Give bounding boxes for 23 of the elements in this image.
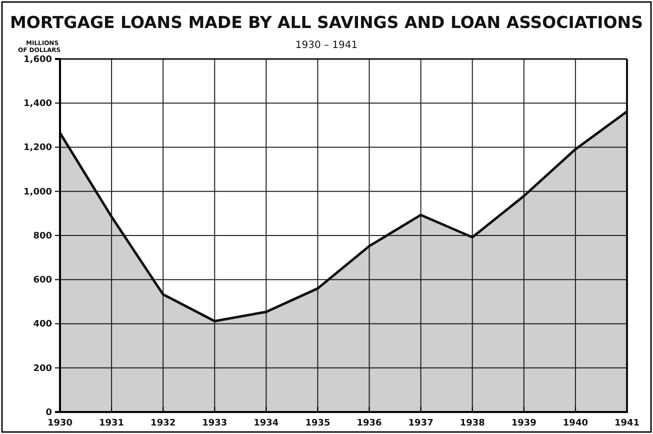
y-tick-label: 1,000	[24, 187, 52, 198]
x-tick-label: 1935	[305, 418, 330, 428]
x-tick-label: 1931	[99, 418, 124, 428]
x-tick-label: 1933	[202, 418, 228, 428]
y-tick-label: 200	[33, 364, 52, 374]
chart-title: MORTGAGE LOANS MADE BY ALL SAVINGS AND LOAN ASSOCIATIONS	[10, 13, 644, 32]
y-tick-label: 400	[33, 320, 52, 330]
y-tick-label: 600	[33, 276, 52, 286]
y-tick-label: 1,200	[24, 143, 52, 154]
x-tick-label: 1936	[356, 418, 382, 428]
x-tick-label: 1934	[254, 418, 279, 428]
x-tick-label: 1930	[47, 418, 73, 428]
x-tick-label: 1937	[408, 418, 434, 428]
x-tick-label: 1940	[562, 418, 588, 428]
y-tick-label: 800	[33, 231, 52, 242]
y-tick-label: 0	[46, 408, 52, 418]
x-tick-label: 1939	[511, 418, 536, 428]
x-tick-label: 1938	[460, 418, 485, 428]
y-tick-label: 1,600	[24, 54, 52, 65]
x-tick-label: 1932	[150, 418, 176, 428]
x-tick-label: 1941	[614, 418, 640, 428]
y-tick-label: 1,400	[24, 99, 52, 110]
chart-subtitle: 1930 – 1941	[295, 40, 358, 51]
